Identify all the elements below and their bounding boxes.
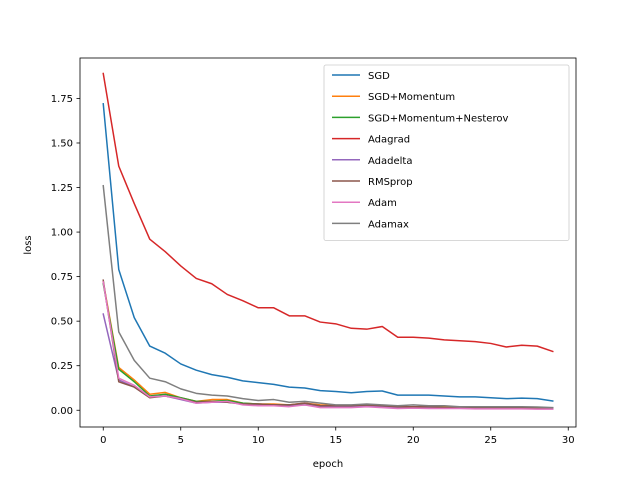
series-line-8 [102,184,554,409]
series-line-1 [102,102,554,402]
legend-box [323,64,570,242]
legend-label: SGD+Momentum+Nesterov [368,113,508,124]
x-tick-label: 10 [252,435,265,446]
legend-label: Adam [368,198,397,209]
x-tick-label: 25 [484,435,497,446]
y-tick-label: 0.25 [51,361,73,372]
x-tick-label: 0 [100,435,106,446]
axes-frame [79,57,577,428]
axes: 0 5 10 15 20 25 30 0.00 0.25 0.50 0.75 1.00 1.25 1.50… [51,57,577,446]
x-axis-label: epoch [313,459,343,470]
legend-label: SGD+Momentum [368,92,455,103]
x-tick-label: 30 [562,435,575,446]
plot-area [102,72,554,410]
y-tick-label: 1.00 [51,228,73,239]
x-tick-label: 20 [407,435,420,446]
y-tick-label: 0.00 [51,406,73,417]
legend-label: SGD [368,71,390,82]
y-tick-label: 0.75 [51,272,73,283]
y-axis-label: loss [23,235,34,254]
legend-label: Adagrad [368,135,410,146]
legend-label: RMSprop [368,177,413,188]
y-tick-label: 0.50 [51,317,73,328]
series-line-4 [102,72,554,353]
legend-label: Adamax [368,219,409,230]
series-line-7 [102,281,554,410]
legend-label: Adadelta [368,156,412,167]
x-tick-label: 15 [329,435,342,446]
x-tick-label: 5 [178,435,184,446]
legend: SGD SGD+Momentum SGD+Momentum+Nesterov Adag… [323,64,570,242]
y-tick-label: 1.75 [51,94,73,105]
y-tick-label: 1.25 [51,183,73,194]
y-tick-label: 1.50 [51,138,73,149]
